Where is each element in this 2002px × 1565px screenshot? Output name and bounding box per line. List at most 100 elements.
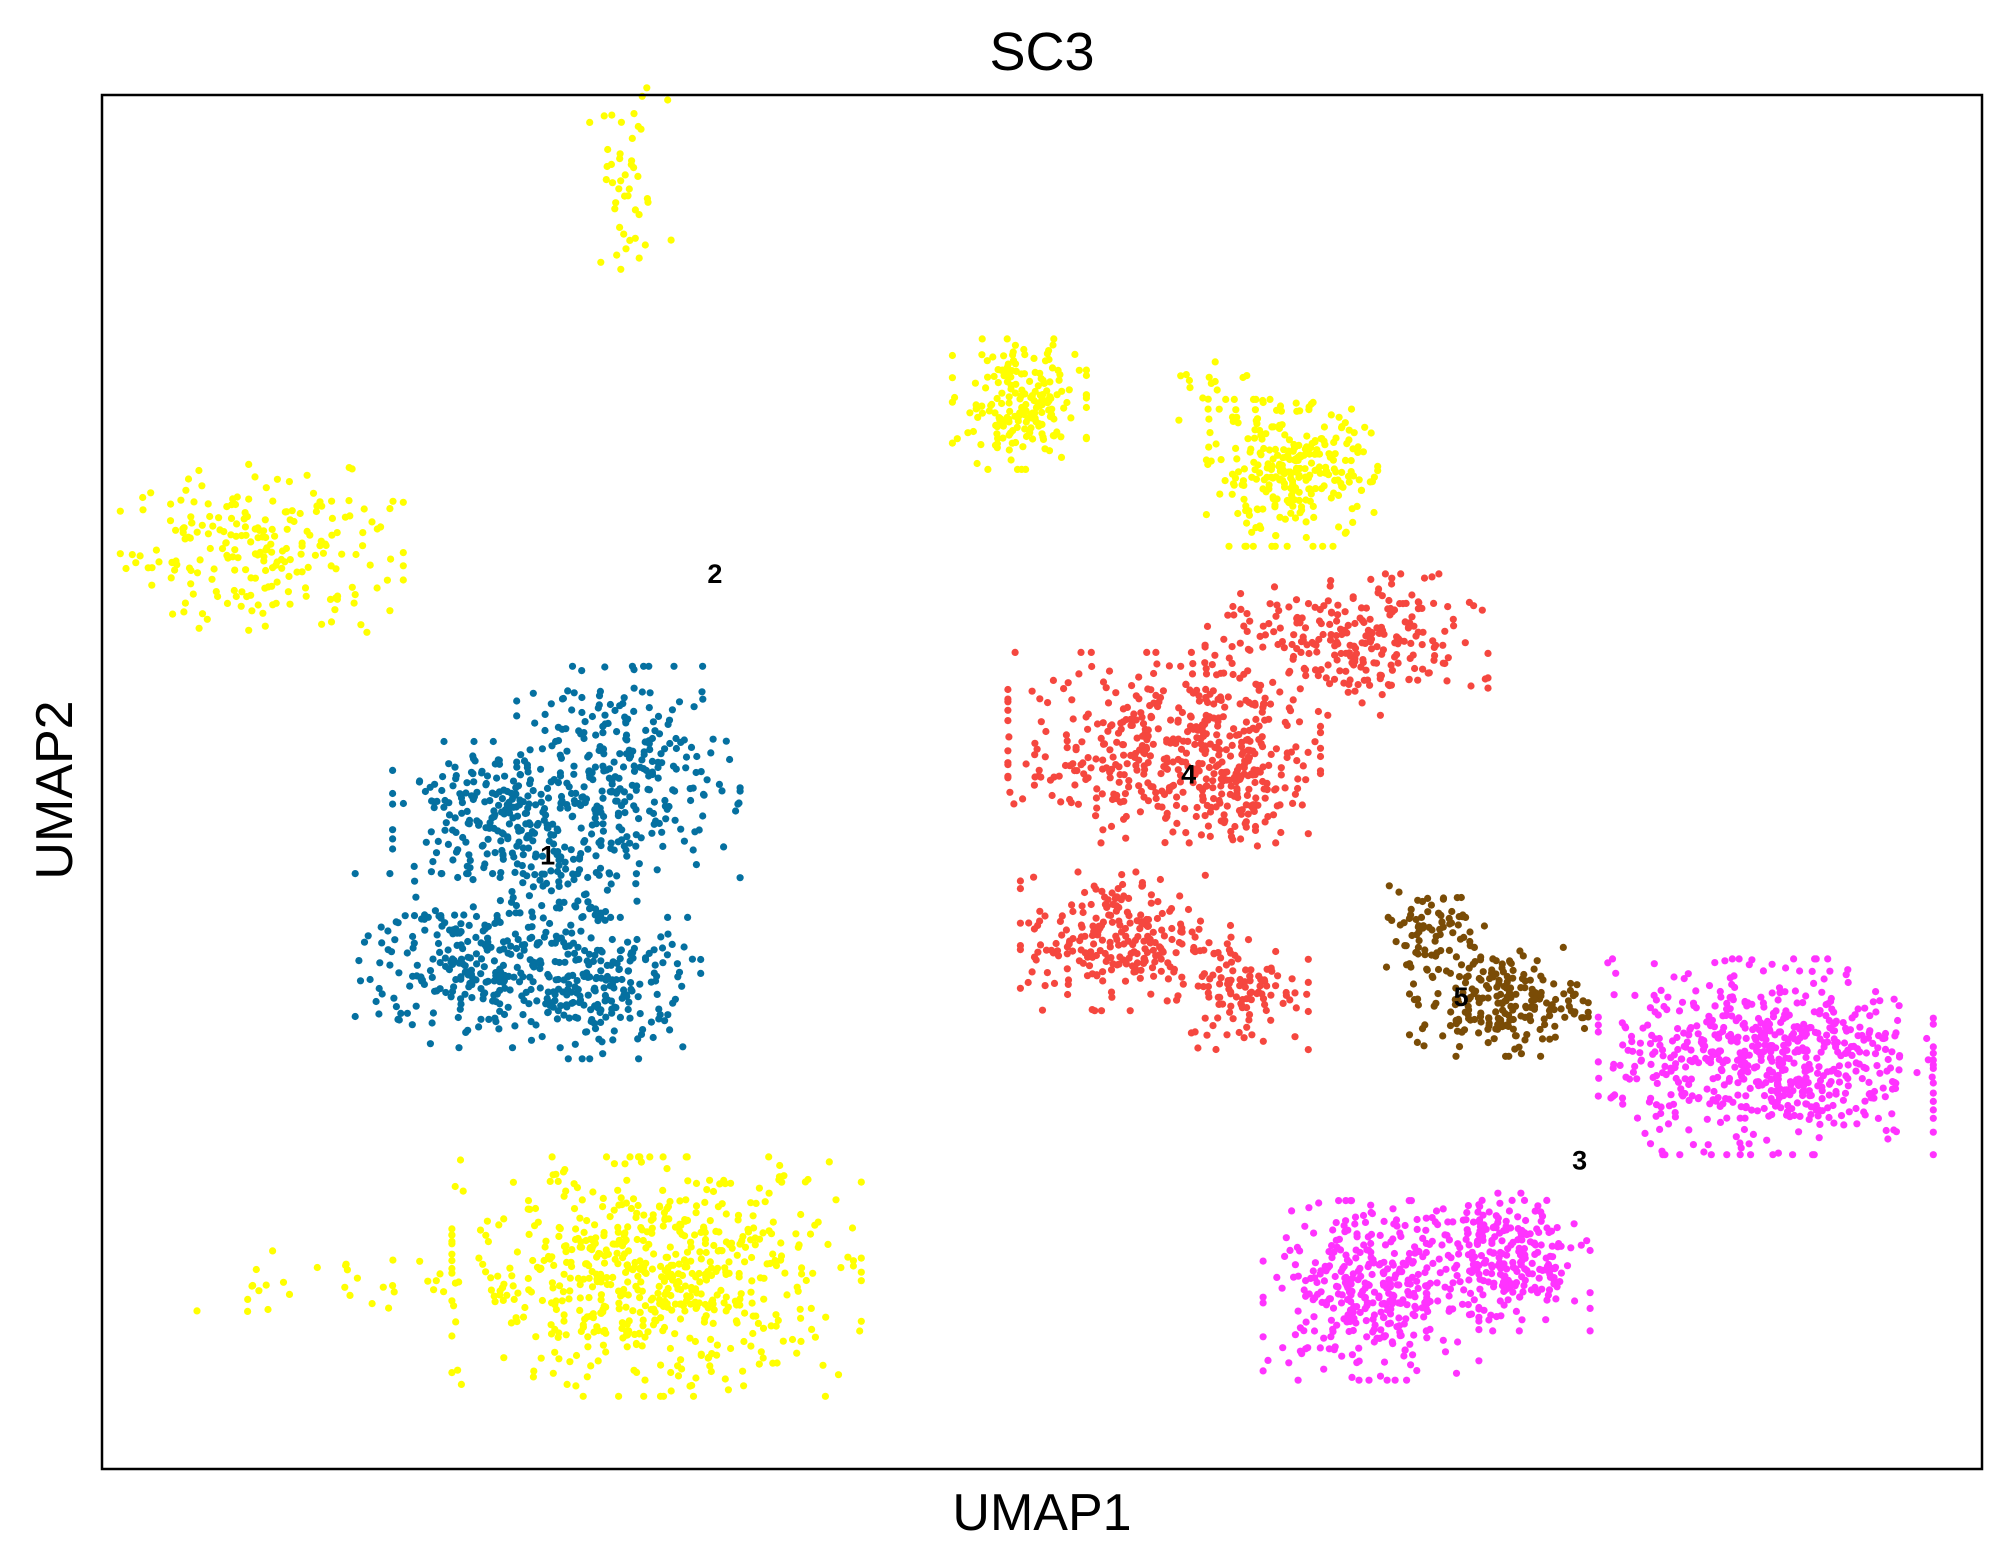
- point-cluster-4-2856: [1099, 756, 1107, 764]
- point-cluster-1-2327: [555, 958, 564, 967]
- point-cluster-3-4703: [1380, 1358, 1389, 1366]
- point-cluster-3-4296: [1862, 1064, 1870, 1073]
- point-cluster-3-4089: [1929, 1049, 1937, 1057]
- point-cluster-5-3709: [1485, 1014, 1493, 1022]
- point-cluster-1-2483: [557, 853, 565, 861]
- point-cluster-2-431: [1005, 399, 1013, 407]
- point-cluster-3-3986: [1777, 1018, 1785, 1027]
- point-cluster-3-4170: [1731, 1063, 1739, 1071]
- point-cluster-2-1251: [661, 1274, 669, 1282]
- point-cluster-4-2629: [1302, 776, 1310, 784]
- point-cluster-3-4340: [1763, 1136, 1771, 1144]
- point-cluster-2-117: [195, 466, 203, 475]
- point-cluster-4-3259: [1228, 643, 1236, 651]
- point-cluster-1-1573: [570, 689, 578, 697]
- point-cluster-5-3721: [1509, 974, 1517, 982]
- point-cluster-4-3182: [1330, 675, 1339, 683]
- point-cluster-1-2030: [544, 988, 552, 996]
- point-cluster-2-655: [1357, 486, 1366, 494]
- point-cluster-1-2189: [375, 984, 383, 993]
- point-cluster-4-3542: [1178, 924, 1186, 932]
- point-cluster-2-766: [587, 1362, 595, 1370]
- point-cluster-2-1004: [783, 1291, 791, 1299]
- point-cluster-2-230: [357, 621, 365, 629]
- point-cluster-4-2993: [1215, 796, 1223, 805]
- point-cluster-2-1290: [710, 1306, 718, 1314]
- point-cluster-2-190: [198, 610, 207, 618]
- point-cluster-2-194: [155, 558, 163, 566]
- point-cluster-3-4147: [1795, 1128, 1803, 1136]
- point-cluster-4-2581: [1163, 738, 1171, 746]
- point-cluster-1-1948: [440, 803, 448, 811]
- point-cluster-4-3423: [1076, 937, 1084, 945]
- point-cluster-2-1269: [613, 1249, 621, 1257]
- point-cluster-4-2758: [1061, 761, 1070, 770]
- point-cluster-1-2363: [496, 972, 504, 981]
- point-cluster-2-744: [1359, 448, 1367, 456]
- point-cluster-2-1198: [596, 1250, 604, 1258]
- point-cluster-1-2286: [668, 940, 676, 949]
- point-cluster-1-2137: [507, 942, 515, 950]
- point-cluster-5-3833: [1492, 1008, 1500, 1016]
- point-cluster-3-4171: [1829, 1026, 1837, 1034]
- point-cluster-2-594: [1228, 470, 1237, 478]
- point-cluster-2-216: [303, 471, 311, 479]
- point-cluster-3-4842: [1423, 1283, 1432, 1291]
- point-cluster-3-4817: [1463, 1209, 1471, 1217]
- point-cluster-3-4846: [1279, 1344, 1287, 1352]
- point-cluster-2-939: [678, 1271, 687, 1280]
- point-cluster-4-3241: [1484, 649, 1492, 658]
- point-cluster-3-4225: [1815, 1063, 1823, 1071]
- point-cluster-4-3328: [1089, 922, 1097, 930]
- point-cluster-1-2300: [552, 976, 560, 984]
- point-cluster-2-250: [261, 516, 269, 524]
- point-cluster-3-4262: [1674, 1078, 1683, 1086]
- point-cluster-2-959: [778, 1178, 786, 1186]
- point-cluster-3-4888: [1259, 1367, 1267, 1375]
- point-cluster-5-3823: [1521, 977, 1529, 985]
- point-cluster-2-1387: [749, 1312, 757, 1320]
- point-cluster-2-866: [584, 1333, 592, 1341]
- point-cluster-2-814: [623, 1343, 631, 1351]
- point-cluster-2-415: [1082, 371, 1090, 380]
- point-cluster-4-2907: [1201, 742, 1209, 750]
- point-cluster-1-2452: [613, 872, 621, 880]
- point-cluster-4-3239: [1387, 604, 1395, 613]
- point-cluster-1-2140: [490, 957, 498, 965]
- point-cluster-1-1953: [597, 967, 605, 975]
- point-cluster-2-1015: [709, 1319, 717, 1327]
- point-cluster-1-1871: [500, 786, 508, 794]
- point-cluster-2-101: [399, 498, 407, 506]
- point-cluster-4-2766: [1167, 716, 1175, 724]
- point-cluster-2-1148: [548, 1279, 557, 1287]
- point-cluster-2-777: [615, 1305, 623, 1313]
- point-cluster-4-2738: [1104, 699, 1113, 707]
- point-cluster-3-4890: [1354, 1276, 1362, 1284]
- point-cluster-4-2632: [1236, 700, 1244, 708]
- point-cluster-2-1427: [440, 1288, 448, 1296]
- point-cluster-4-2587: [1084, 754, 1092, 762]
- point-cluster-4-2816: [1159, 687, 1167, 695]
- point-cluster-2-1163: [795, 1241, 803, 1249]
- point-cluster-1-2123: [401, 912, 409, 920]
- point-cluster-1-1569: [623, 833, 631, 841]
- point-cluster-2-555: [1303, 432, 1311, 440]
- point-cluster-3-3968: [1790, 1059, 1798, 1067]
- point-cluster-2-615: [1335, 413, 1343, 421]
- point-cluster-3-4533: [1781, 1034, 1789, 1042]
- points-layer: [116, 84, 1937, 1400]
- point-cluster-4-2832: [1160, 755, 1168, 763]
- point-cluster-3-4445: [1891, 1032, 1899, 1040]
- point-cluster-1-1455: [732, 807, 740, 815]
- point-cluster-4-3077: [1296, 685, 1304, 693]
- point-cluster-3-4403: [1741, 1024, 1749, 1032]
- point-cluster-2-1271: [562, 1331, 570, 1339]
- point-cluster-2-761: [1186, 384, 1194, 392]
- point-cluster-4-2760: [1137, 787, 1145, 796]
- point-cluster-2-887: [777, 1239, 785, 1247]
- point-cluster-4-2828: [1283, 721, 1291, 730]
- point-cluster-4-2600: [1188, 670, 1197, 678]
- point-cluster-1-2367: [609, 1036, 617, 1044]
- point-cluster-4-2883: [1100, 740, 1109, 748]
- point-cluster-2-18: [667, 236, 675, 244]
